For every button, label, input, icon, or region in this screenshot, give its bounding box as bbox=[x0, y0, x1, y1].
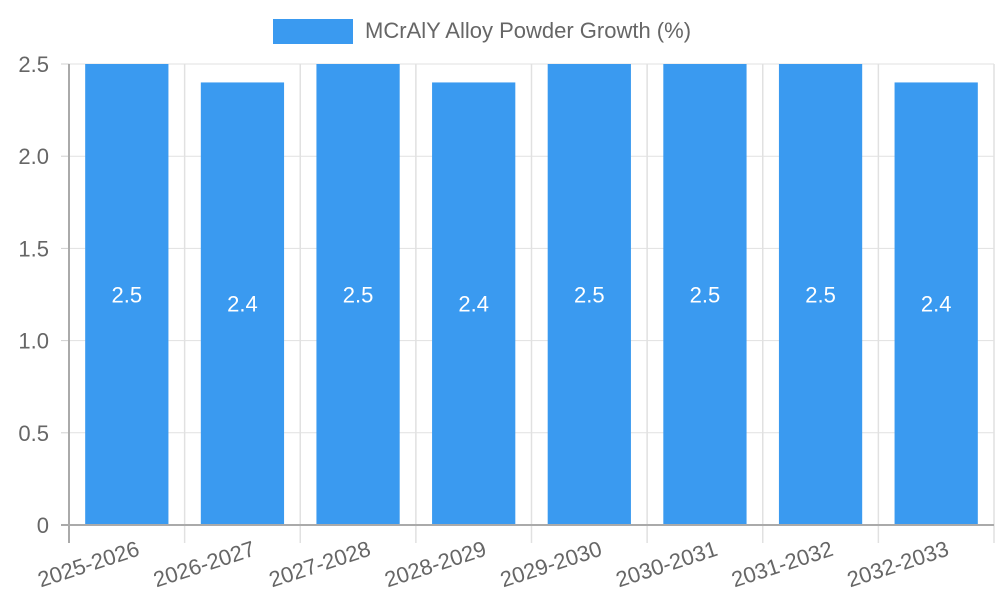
bar-value-label: 2.5 bbox=[805, 283, 836, 308]
bar-value-label: 2.4 bbox=[921, 292, 952, 317]
y-tick-label: 2.5 bbox=[18, 52, 49, 77]
x-tick-label: 2028-2029 bbox=[381, 536, 489, 592]
chart-legend: MCrAlY Alloy Powder Growth (%) bbox=[273, 18, 691, 44]
bar-2032-2033[interactable] bbox=[894, 82, 978, 525]
bar-2029-2030[interactable] bbox=[547, 64, 631, 525]
bar-value-label: 2.5 bbox=[112, 283, 143, 308]
legend-swatch[interactable] bbox=[273, 18, 353, 44]
bar-value-label: 2.4 bbox=[458, 292, 489, 317]
bar-value-label: 2.5 bbox=[343, 283, 374, 308]
bar-value-label: 2.4 bbox=[227, 292, 258, 317]
bar-2030-2031[interactable] bbox=[663, 64, 747, 525]
x-tick-label: 2031-2032 bbox=[728, 536, 836, 592]
legend-label: MCrAlY Alloy Powder Growth (%) bbox=[365, 18, 692, 43]
y-tick-label: 0.5 bbox=[18, 421, 49, 446]
bar-2026-2027[interactable] bbox=[200, 82, 285, 525]
x-tick-label: 2025-2026 bbox=[35, 536, 143, 592]
bar-2027-2028[interactable] bbox=[316, 64, 400, 525]
bar-2025-2026[interactable] bbox=[85, 64, 169, 525]
bar-2028-2029[interactable] bbox=[432, 82, 516, 525]
x-tick-label: 2030-2031 bbox=[613, 536, 721, 592]
y-tick-label: 0 bbox=[37, 513, 49, 538]
x-tick-label: 2026-2027 bbox=[150, 536, 258, 592]
y-tick-label: 2.0 bbox=[18, 144, 49, 169]
bar-value-label: 2.5 bbox=[574, 283, 605, 308]
bar-2031-2032[interactable] bbox=[778, 64, 863, 525]
y-tick-label: 1.0 bbox=[18, 329, 49, 354]
x-tick-label: 2027-2028 bbox=[266, 536, 374, 592]
x-tick-label: 2029-2030 bbox=[497, 536, 605, 592]
bar-value-label: 2.5 bbox=[690, 283, 721, 308]
y-tick-label: 1.5 bbox=[18, 236, 49, 261]
x-tick-label: 2032-2033 bbox=[844, 536, 952, 592]
